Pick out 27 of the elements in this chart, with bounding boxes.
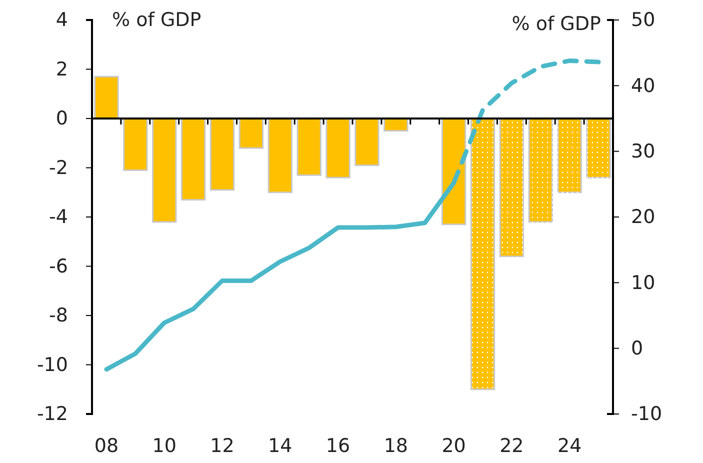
y2-tick-label: 50 (631, 9, 656, 32)
y2-axis-title: % of GDP (512, 13, 601, 35)
y2-tick-label: 10 (631, 272, 656, 294)
y-tick-label: -10 (36, 354, 68, 376)
y2-tick-label: 30 (631, 140, 656, 162)
x-tick-label: 12 (210, 435, 234, 457)
y2-tick-label: -10 (631, 403, 662, 426)
y2-tick-label: 40 (631, 74, 656, 97)
x-tick-label: 16 (326, 435, 350, 457)
y-tick-label: -2 (49, 156, 68, 179)
x-tick-label: 24 (557, 435, 582, 457)
y-tick-label: 4 (56, 9, 68, 32)
y-tick-label: -12 (36, 403, 68, 426)
y2-tick-label: 20 (631, 206, 656, 228)
y-tick-label: -6 (49, 255, 68, 278)
y2-tick-label: 0 (631, 337, 644, 360)
x-tick-label: 10 (152, 435, 176, 457)
x-tick-label: 14 (268, 435, 292, 457)
y-tick-label: 0 (56, 108, 68, 130)
y-tick-label: -4 (49, 206, 68, 228)
y-axis-title: % of GDP (112, 9, 202, 31)
x-tick-label: 18 (384, 435, 408, 457)
x-tick-label: 08 (94, 435, 119, 457)
x-tick-label: 22 (500, 435, 524, 457)
x-tick-label: 20 (442, 435, 466, 457)
y-tick-label: -8 (49, 304, 68, 327)
y-tick-label: 2 (56, 58, 68, 80)
